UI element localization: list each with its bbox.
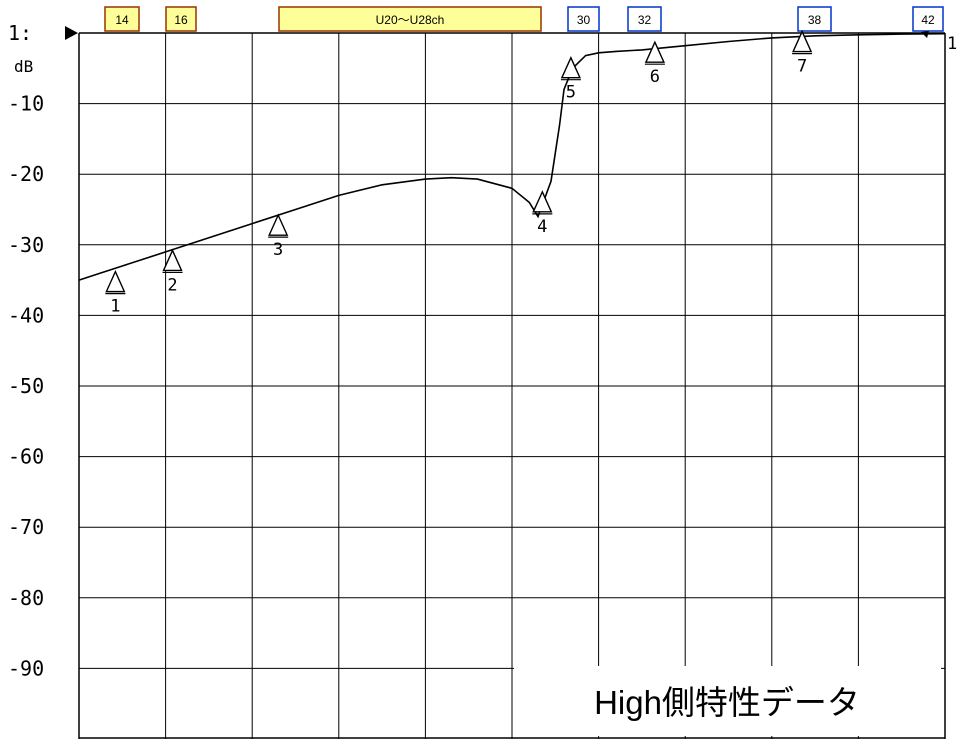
caption-background <box>514 666 941 736</box>
marker-triangle <box>560 56 581 79</box>
caption-text: High側特性データ <box>594 684 860 721</box>
y-tick-label: 1: <box>8 21 32 45</box>
y-tick-label: -90 <box>8 656 44 680</box>
channel-tag-box <box>567 6 600 32</box>
channel-tag-label: 30 <box>577 13 591 27</box>
plot-grid <box>78 32 946 739</box>
marker-label: 4 <box>537 217 547 237</box>
y-tick-label: -50 <box>8 374 44 398</box>
marker-label: 6 <box>650 67 660 87</box>
marker-label: 1 <box>110 297 120 317</box>
caption-box: High側特性データ <box>514 666 941 736</box>
y-tick-label: -40 <box>8 303 44 327</box>
channel-tag-label: U20〜U28ch <box>376 13 445 27</box>
reference-arrow-icon <box>65 26 78 40</box>
channel-tag-label: 38 <box>808 13 822 27</box>
marker-label: 2 <box>167 275 177 295</box>
channel-tags: 14 16 U20〜U28ch 30 32 38 42 <box>104 6 944 32</box>
reference-marker: 1 <box>921 31 957 54</box>
y-tick-label: -80 <box>8 586 44 610</box>
reference-end-icon <box>921 31 929 38</box>
channel-tag-box <box>797 6 832 32</box>
marker-label: 5 <box>566 83 576 103</box>
marker-label: 3 <box>273 240 283 260</box>
marker-label: 7 <box>797 57 807 77</box>
y-tick-label: -10 <box>8 92 44 116</box>
channel-tag-box <box>627 6 662 32</box>
trace-markers: 1 2 3 4 5 6 7 <box>105 29 813 317</box>
y-axis-unit-label: dB <box>14 57 33 76</box>
channel-tag-label: 32 <box>638 13 652 27</box>
marker-triangle <box>644 40 665 63</box>
marker-triangle <box>792 29 813 53</box>
channel-tag-box <box>165 6 197 32</box>
response-trace <box>78 32 946 281</box>
reference-marker-label: 1 <box>947 34 957 54</box>
y-tick-label: -20 <box>8 162 44 186</box>
y-axis-ticks: 1: -10 -20 -30 -40 -50 -60 -70 -80 -90 <box>8 21 78 680</box>
marker-triangle <box>268 213 289 236</box>
y-tick-label: -30 <box>8 233 44 257</box>
channel-tag-label: 14 <box>115 13 129 27</box>
channel-tag-box <box>104 6 140 32</box>
y-tick-label: -60 <box>8 445 44 469</box>
marker-triangle <box>105 269 126 293</box>
channel-tag-box <box>912 6 944 32</box>
channel-tag-box <box>278 6 542 32</box>
marker-triangle <box>532 190 553 213</box>
y-tick-label: -70 <box>8 515 44 539</box>
channel-tag-label: 42 <box>921 13 935 27</box>
channel-tag-label: 16 <box>174 13 188 27</box>
marker-triangle <box>162 248 183 272</box>
